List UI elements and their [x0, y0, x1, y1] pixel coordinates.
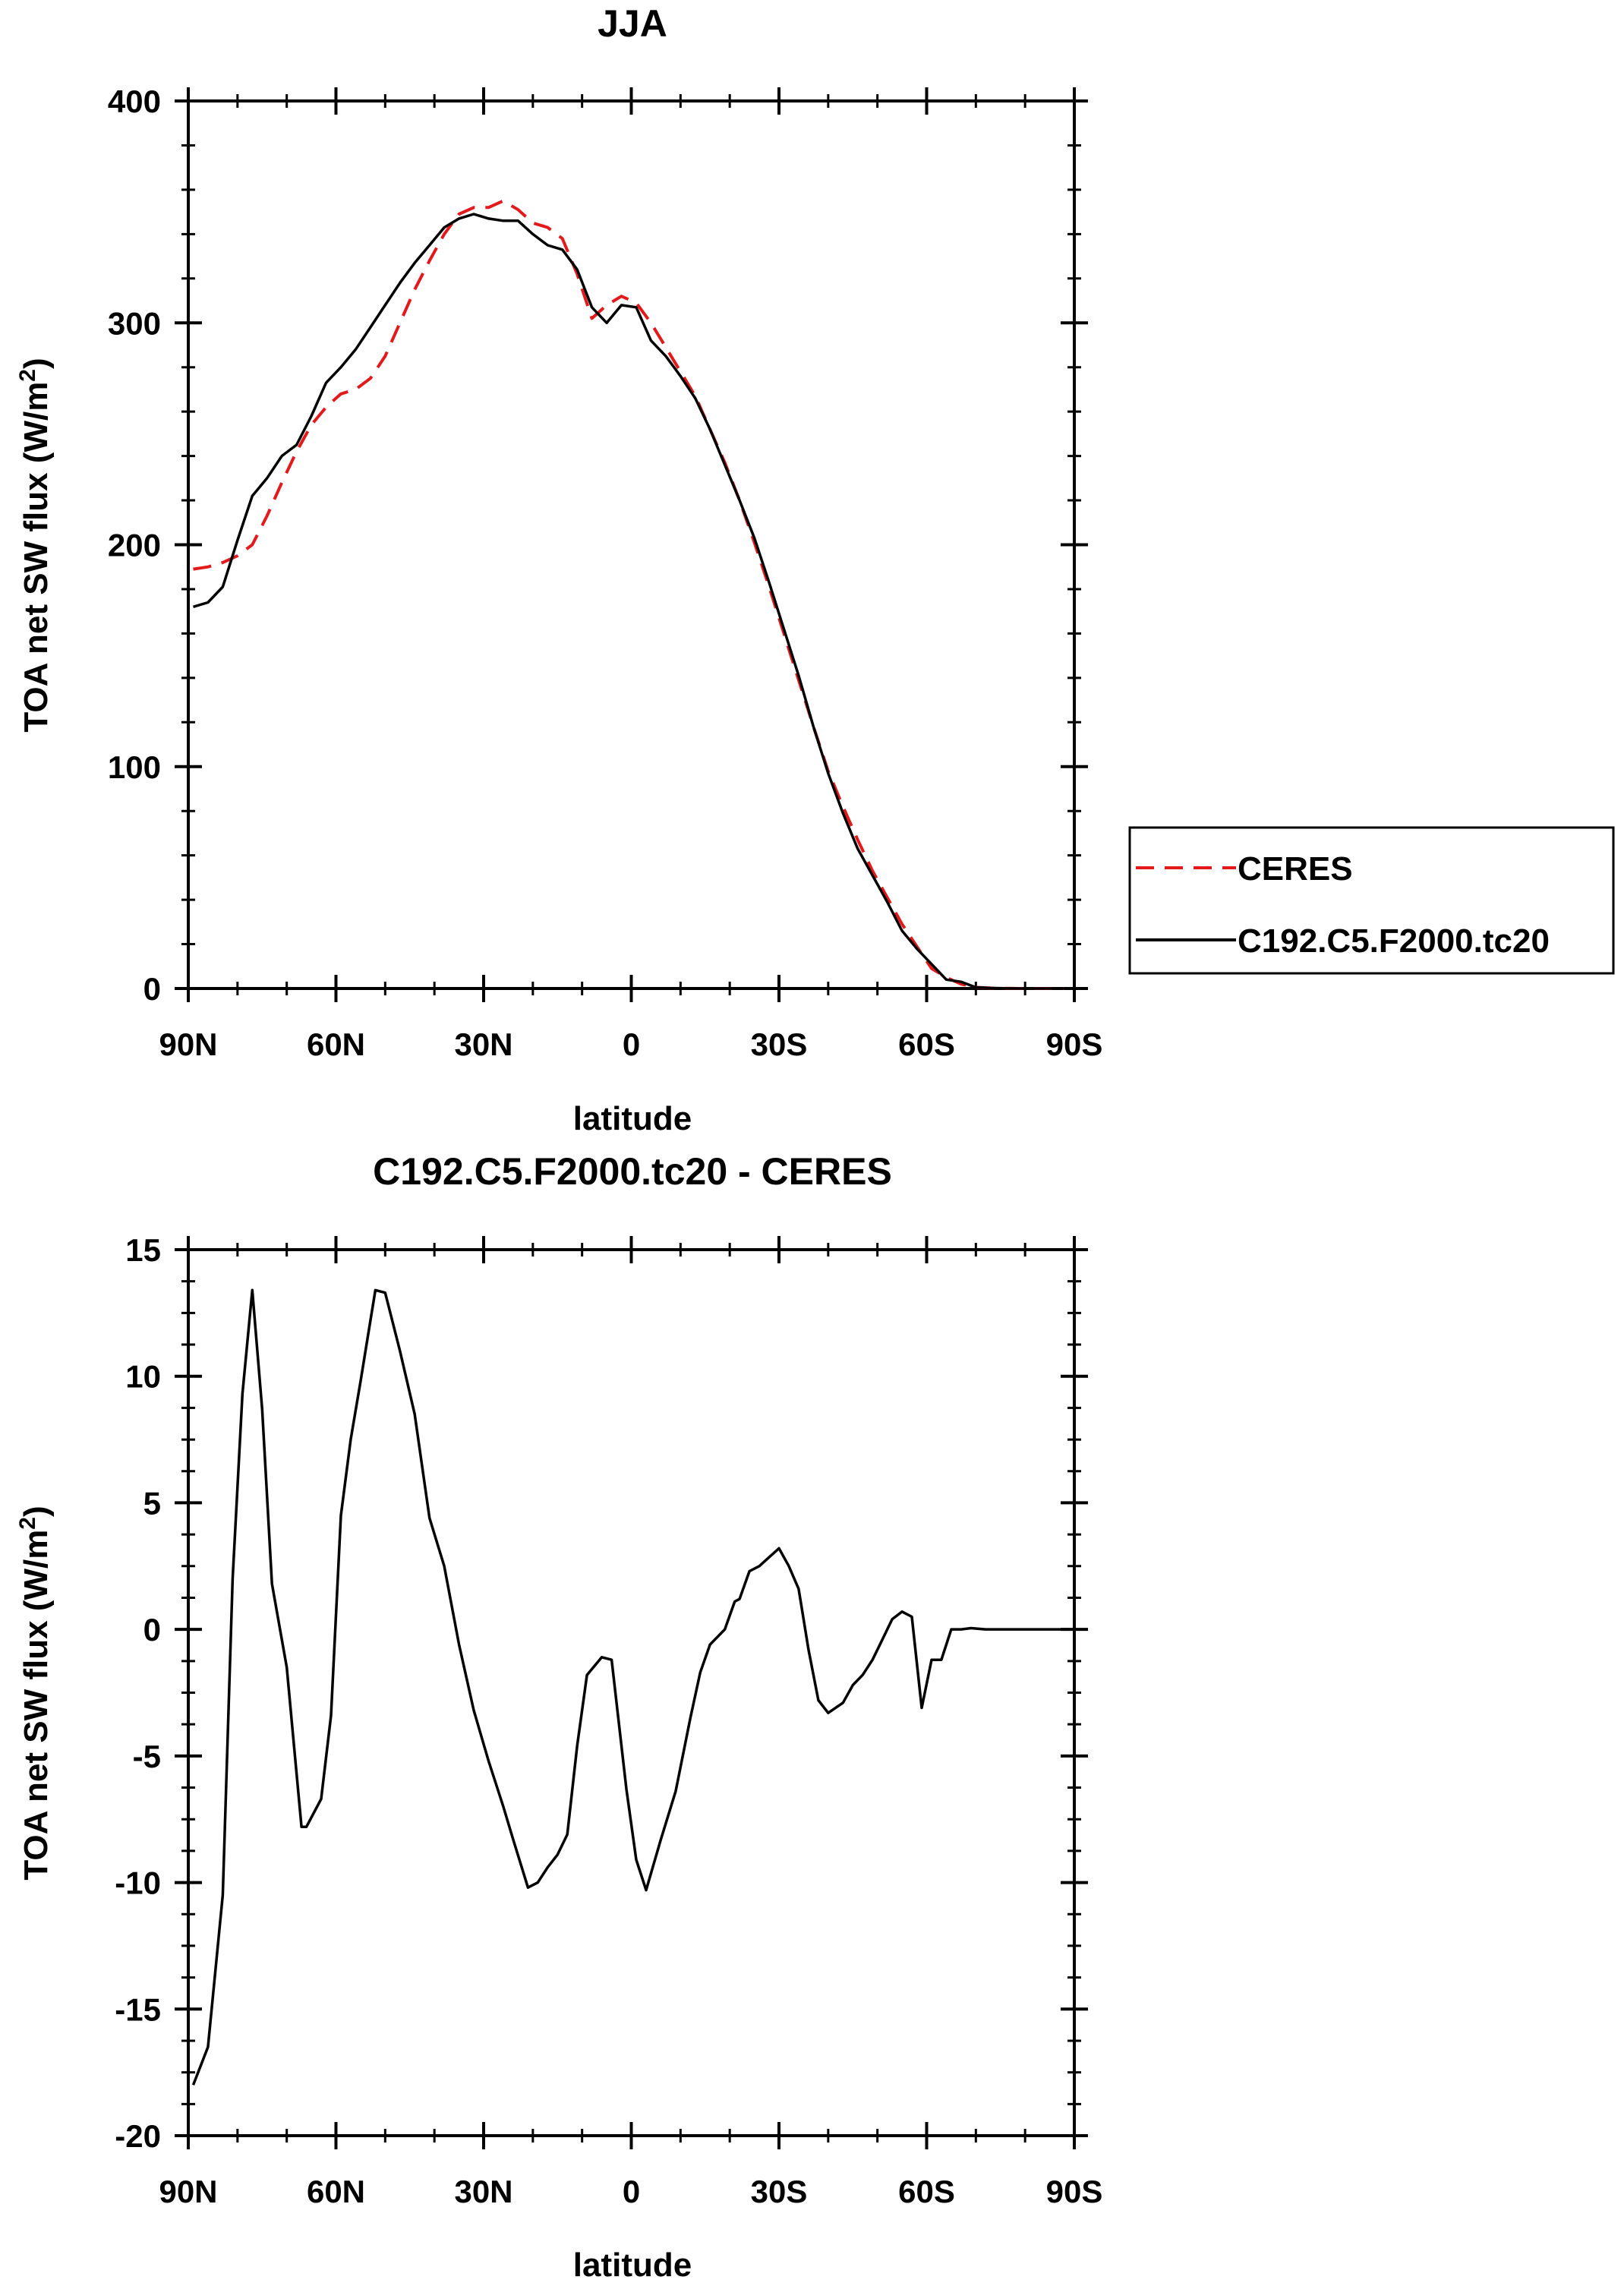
x-tick-label: 60N: [307, 2174, 365, 2209]
chart-title: C192.C5.F2000.tc20 - CERES: [373, 1150, 892, 1193]
difference-panel: C192.C5.F2000.tc20 - CERES -20 -15 -10 -5 0 5…: [15, 1150, 1102, 2284]
y-axis-label: TOA net SW flux (W/m2): [15, 1506, 55, 1880]
plot-frame: [187, 99, 1076, 990]
chart-title: JJA: [598, 2, 667, 45]
y-axis-label-text: TOA net SW flux (W/m: [17, 1530, 55, 1881]
legend-label-ceres: CERES: [1238, 850, 1353, 888]
y-axis-label: TOA net SW flux (W/m2): [15, 358, 55, 732]
x-tick-label: 90S: [1046, 1026, 1103, 1062]
y-tick-label: -10: [115, 1865, 161, 1901]
legend-label-model: C192.C5.F2000.tc20: [1238, 922, 1550, 960]
x-tick-label: 60S: [898, 1026, 955, 1062]
series-lines: [192, 199, 1064, 990]
x-tick-label: 0: [623, 2174, 640, 2209]
y-tick-label: -20: [115, 2118, 161, 2154]
y-tick-label: 100: [108, 749, 161, 785]
series-line-model: [191, 1288, 1074, 2086]
series-line-model: [192, 213, 1064, 990]
x-tick-label: 30N: [454, 2174, 512, 2209]
y-tick-label: 0: [143, 971, 161, 1007]
y-tick-label: 5: [143, 1485, 161, 1521]
flux-panel: JJA 0 100 200 300 400 90N 60N 30N 0 30S 60S 90S la…: [15, 2, 1615, 1137]
x-tick-label: 60N: [307, 1026, 365, 1062]
x-tick-label: 0: [623, 1026, 640, 1062]
x-tick-label: 30N: [454, 1026, 512, 1062]
x-tick-label: 30S: [751, 2174, 808, 2209]
plot-frame: [187, 1248, 1076, 2137]
y-tick-label: 15: [125, 1232, 161, 1268]
y-axis-label-superscript: 2: [15, 1517, 40, 1530]
series-line-ceres: [193, 199, 1064, 990]
legend: CERES C192.C5.F2000.tc20: [1128, 826, 1615, 975]
y-tick-label: -15: [115, 1991, 161, 2027]
x-tick-label: 90N: [159, 1026, 217, 1062]
y-axis-label-text: TOA net SW flux (W/m: [17, 382, 55, 733]
y-tick-label: 0: [143, 1612, 161, 1647]
x-axis-label: latitude: [573, 1100, 692, 1137]
y-tick-labels: -20 -15 -10 -5 0 5 10 15: [115, 1232, 161, 2154]
y-axis-label-superscript: 2: [15, 369, 40, 382]
x-tick-labels: 90N 60N 30N 0 30S 60S 90S: [159, 1026, 1102, 1062]
x-tick-label: 30S: [751, 1026, 808, 1062]
series-lines: [191, 1288, 1074, 2086]
y-tick-label: 200: [108, 528, 161, 563]
y-axis-label-close: ): [17, 358, 55, 369]
y-axis-label-close: ): [17, 1506, 55, 1517]
tick-marks: [175, 1236, 1088, 2149]
x-axis-label: latitude: [573, 2247, 692, 2284]
x-tick-label: 90N: [159, 2174, 217, 2209]
legend-box: [1128, 826, 1615, 975]
tick-marks: [175, 87, 1088, 1002]
y-tick-label: 400: [108, 84, 161, 119]
y-tick-labels: 0 100 200 300 400: [108, 84, 161, 1007]
y-tick-label: 300: [108, 305, 161, 341]
x-tick-label: 60S: [898, 2174, 955, 2209]
y-tick-label: 10: [125, 1359, 161, 1395]
x-tick-label: 90S: [1046, 2174, 1103, 2209]
x-tick-labels: 90N 60N 30N 0 30S 60S 90S: [159, 2174, 1102, 2209]
y-tick-label: -5: [133, 1739, 161, 1774]
